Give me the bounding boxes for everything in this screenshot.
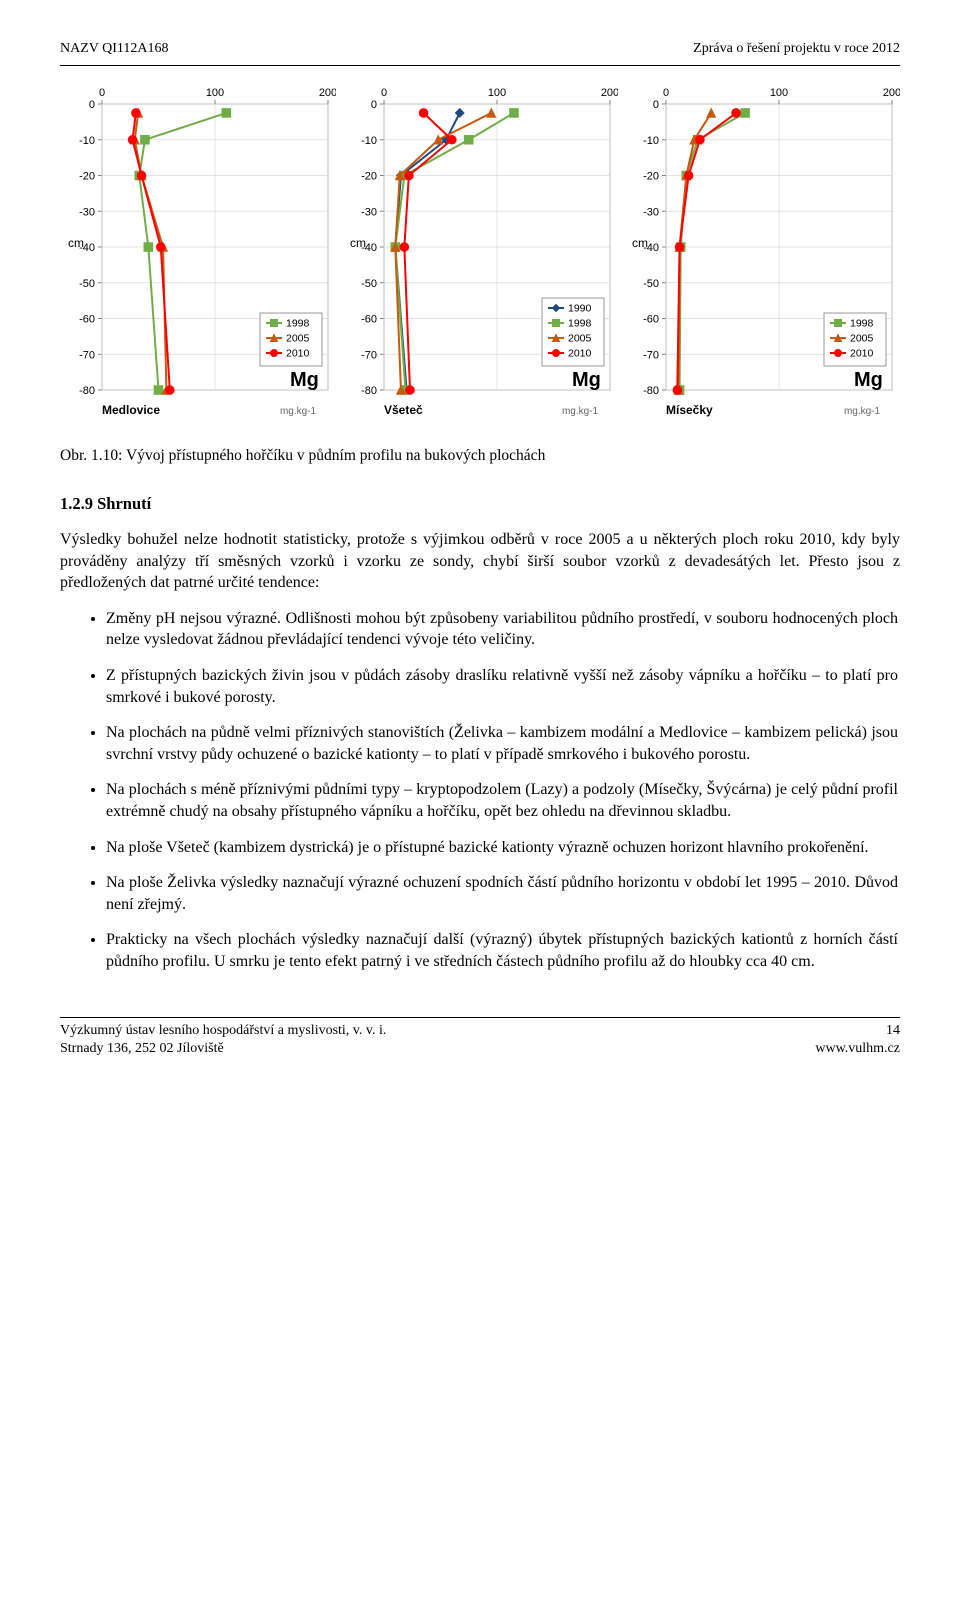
svg-text:-10: -10 (643, 135, 659, 147)
svg-text:-80: -80 (79, 385, 95, 397)
svg-text:1990: 1990 (568, 302, 592, 314)
svg-text:Všeteč: Všeteč (384, 403, 423, 417)
svg-text:200: 200 (319, 87, 336, 99)
svg-text:Mg: Mg (572, 369, 601, 391)
section-intro: Výsledky bohužel nelze hodnotit statisti… (60, 529, 900, 594)
list-item: Na plochách na půdně velmi příznivých st… (106, 722, 900, 765)
svg-text:0: 0 (663, 87, 669, 99)
header-right: Zpráva o řešení projektu v roce 2012 (693, 40, 900, 59)
svg-text:mg.kg-1: mg.kg-1 (844, 406, 881, 417)
svg-text:-80: -80 (643, 385, 659, 397)
list-item: Prakticky na všech plochách výsledky naz… (106, 929, 900, 972)
svg-text:0: 0 (371, 99, 377, 111)
chart-misecky: -80-70-60-50-40-30-20-1000100200cm199820… (624, 84, 900, 424)
footer-rule (60, 1017, 900, 1018)
svg-text:mg.kg-1: mg.kg-1 (280, 406, 317, 417)
page-header: NAZV QI112A168 Zpráva o řešení projektu … (60, 40, 900, 59)
list-item: Na ploše Všeteč (kambizem dystrická) je … (106, 837, 900, 859)
svg-text:-70: -70 (361, 349, 377, 361)
svg-text:100: 100 (206, 87, 224, 99)
svg-text:-60: -60 (643, 313, 659, 325)
footer-institution: Výzkumný ústav lesního hospodářství a my… (60, 1022, 386, 1041)
list-item: Změny pH nejsou výrazné. Odlišnosti moho… (106, 608, 900, 651)
svg-text:-80: -80 (361, 385, 377, 397)
svg-text:Mg: Mg (290, 369, 319, 391)
chart-vsetec: -80-70-60-50-40-30-20-1000100200cm199019… (342, 84, 618, 424)
svg-text:200: 200 (883, 87, 900, 99)
svg-text:2005: 2005 (568, 332, 592, 344)
svg-text:-20: -20 (361, 170, 377, 182)
svg-text:-10: -10 (79, 135, 95, 147)
page-footer: Výzkumný ústav lesního hospodářství a my… (60, 1017, 900, 1060)
svg-text:2010: 2010 (850, 347, 874, 359)
svg-text:-50: -50 (643, 278, 659, 290)
svg-text:cm: cm (632, 236, 648, 250)
svg-text:-30: -30 (361, 206, 377, 218)
svg-text:100: 100 (770, 87, 788, 99)
svg-text:0: 0 (99, 87, 105, 99)
svg-text:Mg: Mg (854, 369, 883, 391)
chart-row: -80-70-60-50-40-30-20-1000100200cm199820… (60, 84, 900, 424)
footer-url: www.vulhm.cz (815, 1040, 900, 1059)
chart-medlovice: -80-70-60-50-40-30-20-1000100200cm199820… (60, 84, 336, 424)
svg-text:200: 200 (601, 87, 618, 99)
svg-text:2005: 2005 (850, 332, 874, 344)
footer-address: Strnady 136, 252 02 Jíloviště (60, 1040, 386, 1059)
svg-text:0: 0 (653, 99, 659, 111)
svg-text:-30: -30 (643, 206, 659, 218)
bullet-list: Změny pH nejsou výrazné. Odlišnosti moho… (60, 608, 900, 973)
svg-text:cm: cm (350, 236, 366, 250)
svg-text:Mísečky: Mísečky (666, 403, 713, 417)
section-heading: 1.2.9 Shrnutí (60, 493, 900, 515)
header-rule (60, 65, 900, 66)
svg-text:100: 100 (488, 87, 506, 99)
svg-text:-30: -30 (79, 206, 95, 218)
list-item: Na plochách s méně příznivými půdními ty… (106, 779, 900, 822)
svg-text:-70: -70 (79, 349, 95, 361)
svg-text:-20: -20 (643, 170, 659, 182)
svg-text:-10: -10 (361, 135, 377, 147)
svg-text:0: 0 (89, 99, 95, 111)
page-number: 14 (886, 1022, 900, 1041)
svg-text:-50: -50 (361, 278, 377, 290)
svg-text:0: 0 (381, 87, 387, 99)
list-item: Z přístupných bazických živin jsou v půd… (106, 665, 900, 708)
svg-text:-50: -50 (79, 278, 95, 290)
svg-text:2005: 2005 (286, 332, 310, 344)
svg-text:Medlovice: Medlovice (102, 403, 160, 417)
svg-text:2010: 2010 (286, 347, 310, 359)
figure-caption: Obr. 1.10: Vývoj přístupného hořčíku v p… (60, 446, 900, 467)
svg-text:1998: 1998 (850, 317, 874, 329)
svg-text:2010: 2010 (568, 347, 592, 359)
header-left: NAZV QI112A168 (60, 40, 169, 59)
svg-text:cm: cm (68, 236, 84, 250)
svg-text:1998: 1998 (286, 317, 310, 329)
svg-text:mg.kg-1: mg.kg-1 (562, 406, 599, 417)
svg-text:-60: -60 (361, 313, 377, 325)
svg-text:1998: 1998 (568, 317, 592, 329)
svg-text:-60: -60 (79, 313, 95, 325)
list-item: Na ploše Želivka výsledky naznačují výra… (106, 872, 900, 915)
svg-text:-20: -20 (79, 170, 95, 182)
svg-text:-70: -70 (643, 349, 659, 361)
